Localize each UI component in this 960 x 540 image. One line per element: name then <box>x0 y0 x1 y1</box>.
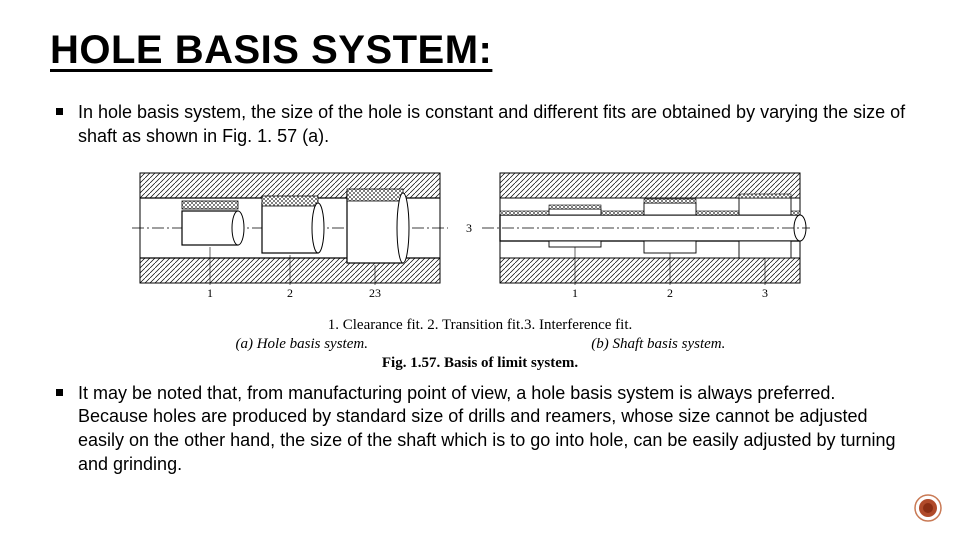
panel-b-label: Shaft basis system. <box>612 336 725 352</box>
svg-text:1: 1 <box>207 286 213 300</box>
svg-text:2: 2 <box>667 286 673 300</box>
figure-svg: 12233123 <box>120 163 840 313</box>
svg-text:2: 2 <box>287 286 293 300</box>
corner-badge-icon <box>914 494 942 522</box>
caption-fig-number: Fig. 1.57. Basis of limit system. <box>120 355 840 372</box>
caption-fit-types: 1. Clearance fit. 2. Transition fit.3. I… <box>120 317 840 334</box>
svg-text:3: 3 <box>762 286 768 300</box>
badge-inner <box>923 503 933 513</box>
svg-text:1: 1 <box>572 286 578 300</box>
svg-text:3: 3 <box>466 221 472 235</box>
bullet-list: In hole basis system, the size of the ho… <box>56 101 910 149</box>
panel-a-label: Hole basis system. <box>257 336 368 352</box>
bullet-list-2: It may be noted that, from manufacturing… <box>56 382 910 477</box>
bullet-item: In hole basis system, the size of the ho… <box>56 101 910 149</box>
svg-text:23: 23 <box>369 286 381 300</box>
caption-panels: (a) Hole basis system. (b) Shaft basis s… <box>120 336 840 353</box>
figure: 12233123 1. Clearance fit. 2. Transition… <box>120 163 840 372</box>
page-title: HOLE BASIS SYSTEM: <box>50 28 910 73</box>
bullet-item: It may be noted that, from manufacturing… <box>56 382 910 477</box>
figure-caption: 1. Clearance fit. 2. Transition fit.3. I… <box>120 317 840 372</box>
